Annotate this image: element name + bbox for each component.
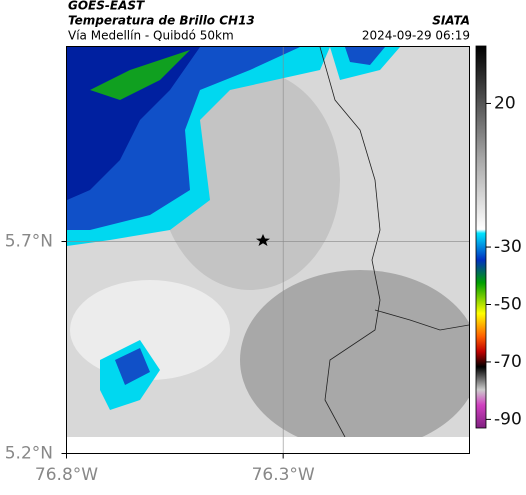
source: SIATA — [432, 14, 470, 28]
colorbar-tick-label: -30 — [494, 237, 522, 257]
location: Vía Medellín - Quibdó 50km — [68, 29, 234, 43]
y-tick-label: 5.7°N — [5, 232, 53, 252]
subtitle: Temperatura de Brillo CH13 — [68, 14, 255, 28]
y-tick-label: 5.2°N — [5, 444, 53, 464]
datetime: 2024-09-29 06:19 — [362, 29, 470, 43]
location-marker — [256, 234, 270, 246]
gridlines — [66, 46, 470, 454]
map-frame — [66, 46, 470, 454]
satellite-image — [67, 47, 469, 437]
colorbar-tick-label: -70 — [494, 352, 522, 372]
colorbar-tick-label: -50 — [494, 294, 522, 314]
colorbar — [475, 45, 487, 429]
title: GOES-EAST — [68, 0, 145, 13]
x-tick-label: 76.8°W — [35, 465, 98, 485]
colorbar-tick-label: 20 — [494, 93, 516, 113]
colorbar-tick-label: -90 — [494, 409, 522, 429]
x-tick-label: 76.3°W — [252, 465, 315, 485]
